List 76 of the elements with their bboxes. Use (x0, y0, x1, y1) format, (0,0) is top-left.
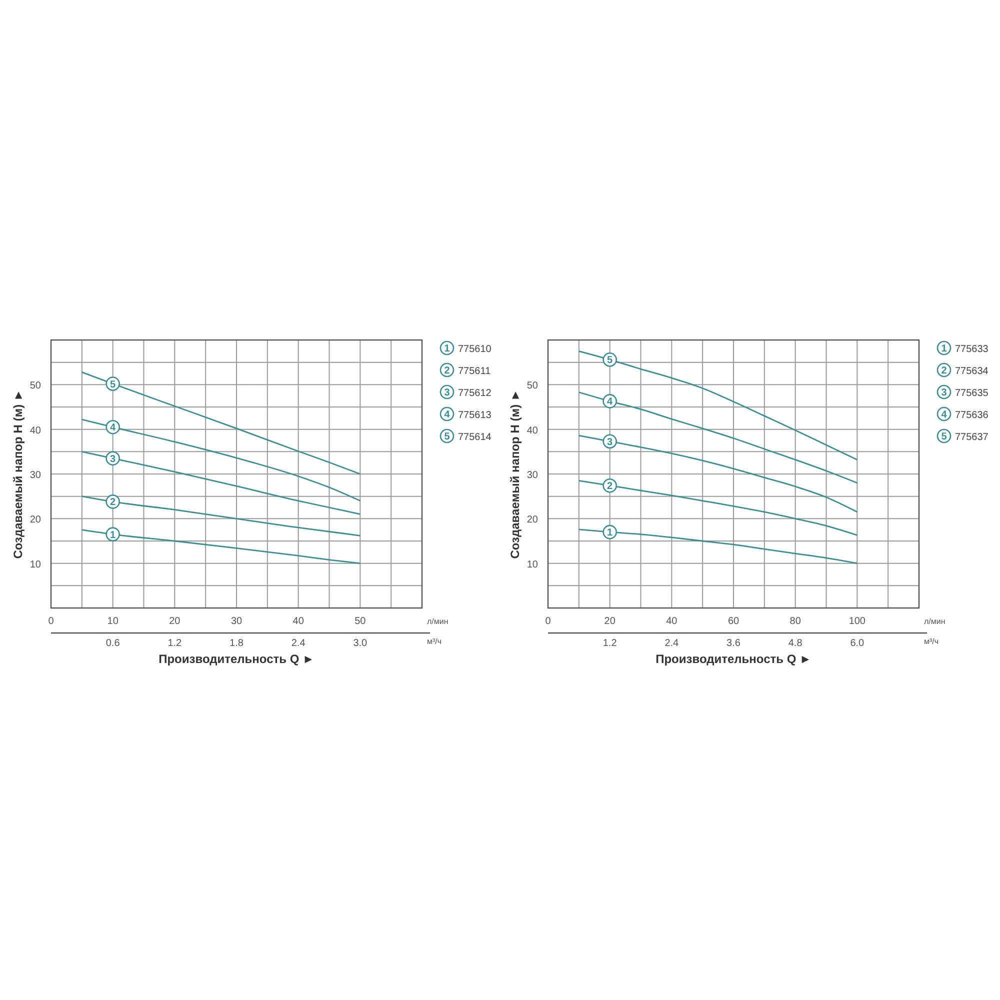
x-tick-label: 40 (666, 616, 678, 627)
y-axis-title: Создаваемый напор H (м) ► (11, 389, 25, 559)
numbered-circle-icon: 2 (936, 362, 952, 378)
y-tick-label: 20 (526, 514, 538, 526)
line-series (578, 350, 858, 460)
y-tick-label: 10 (526, 559, 538, 570)
x2-tick-label: 6.0 (850, 638, 865, 649)
legend-label: 775613 (458, 410, 492, 421)
y-tick-label: 20 (30, 514, 42, 526)
y-tick-label: 30 (30, 470, 42, 481)
text: м³/ч (427, 637, 442, 646)
legend-label: 775633 (955, 344, 989, 355)
y-tick-label: 40 (526, 425, 538, 436)
x-tick-label: 40 (292, 616, 304, 627)
y-tick-label: 50 (526, 380, 538, 392)
line-series (81, 371, 361, 475)
legend-label: 775634 (955, 366, 989, 377)
x-axis-title: Производительность Q ► (656, 652, 812, 666)
x2-tick-label: 1.2 (602, 638, 618, 649)
legend-label: 775614 (458, 432, 492, 443)
legend-label: 775610 (458, 344, 492, 355)
numbered-circle-icon: 1 (440, 340, 454, 356)
x2-tick-label: 1.8 (230, 638, 244, 649)
x2-tick-label: 0.6 (106, 638, 120, 649)
annotation: 3 (607, 436, 614, 448)
text: л/мин (427, 617, 448, 626)
y-tick-label: 10 (30, 559, 42, 570)
annotation: 4 (607, 396, 614, 408)
line-series (81, 494, 361, 536)
x-axis-title: Производительность Q ► (158, 652, 314, 666)
x2-tick-label: 3.6 (726, 638, 741, 649)
x-tick-label: 60 (728, 616, 740, 627)
annotation: 3 (110, 454, 116, 465)
line-series (578, 392, 858, 484)
annotation: 5 (607, 355, 614, 366)
text: м³/ч (924, 637, 939, 646)
x-tick-label: 80 (790, 616, 802, 627)
x2-tick-label: 3.0 (353, 638, 368, 649)
annotation: 1 (607, 528, 614, 539)
numbered-circle-icon: 4 (440, 406, 454, 422)
text: л/мин (924, 617, 946, 626)
annotation: 5 (110, 379, 116, 390)
legend-label: 775637 (955, 432, 989, 443)
x-tick-label: 100 (848, 616, 866, 627)
numbered-circle-icon: 5 (936, 428, 952, 444)
annotation: 2 (110, 497, 116, 508)
numbered-circle-icon: 3 (440, 384, 454, 400)
x-tick-label: 20 (169, 616, 181, 627)
numbered-circle-icon: 3 (936, 384, 952, 400)
numbered-circle-icon: 2 (440, 362, 454, 378)
y-tick-label: 30 (526, 470, 538, 481)
x-tick-label: 50 (354, 616, 366, 627)
x-tick-label: 10 (107, 616, 119, 627)
line-series (578, 434, 858, 513)
x2-tick-label: 2.4 (664, 638, 680, 649)
y-tick-label: 50 (30, 380, 42, 392)
legend-label: 775636 (955, 410, 989, 421)
annotation: 1 (110, 530, 116, 541)
y-axis-title: Создаваемый напор H (м) ► (508, 389, 522, 559)
x2-tick-label: 1.2 (168, 638, 182, 649)
numbered-circle-icon: 5 (440, 428, 454, 444)
legend-label: 775612 (458, 388, 492, 399)
x2-tick-label: 4.8 (788, 638, 803, 649)
annotation: 2 (607, 481, 614, 492)
numbered-circle-icon: 4 (936, 406, 952, 422)
x-tick-label: 20 (604, 616, 616, 627)
x-tick-label: 0 (48, 616, 54, 627)
legend-label: 775611 (458, 366, 492, 377)
line-series (81, 450, 361, 515)
x-tick-label: 30 (230, 616, 242, 627)
numbered-circle-icon: 1 (936, 340, 952, 356)
legend-label: 775635 (955, 388, 989, 399)
x-tick-label: 0 (545, 616, 552, 627)
x2-tick-label: 2.4 (291, 638, 306, 649)
annotation: 4 (110, 422, 116, 434)
y-tick-label: 40 (30, 425, 42, 436)
